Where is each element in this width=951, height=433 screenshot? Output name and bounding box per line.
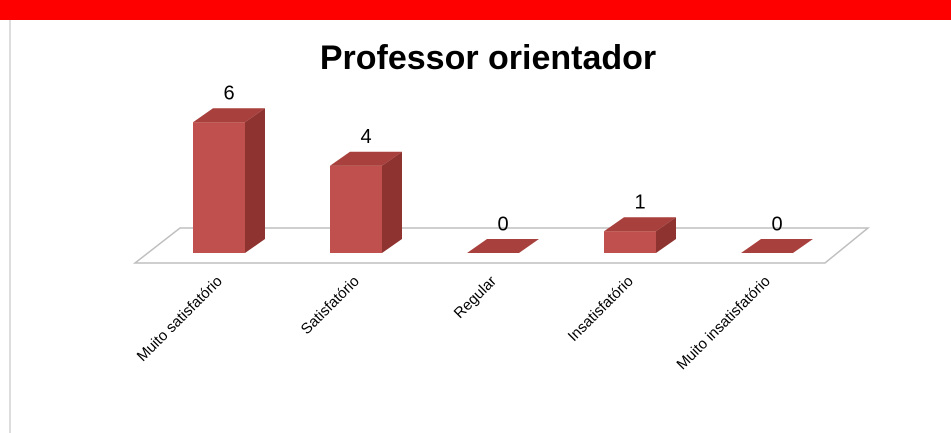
bar-face: [604, 231, 656, 253]
data-label: 1: [634, 191, 645, 213]
x-tick-label: Satisfatório: [298, 273, 363, 338]
data-label: 6: [223, 82, 234, 104]
bar-face: [604, 217, 676, 232]
bar: [467, 239, 539, 253]
bar-face: [656, 217, 676, 253]
top-banner: [0, 0, 951, 20]
bar-face: [193, 108, 265, 123]
bar-face: [330, 165, 382, 253]
x-tick-label: Regular: [451, 273, 500, 322]
data-label: 4: [360, 126, 371, 148]
bar-face: [467, 239, 539, 253]
bar: [330, 151, 402, 253]
x-tick-label: Muito insatisfatório: [673, 273, 773, 373]
bar: [193, 108, 265, 253]
bar-face: [245, 108, 265, 253]
chart-title: Professor orientador: [320, 39, 656, 77]
bar-face: [382, 151, 402, 253]
data-label: 0: [497, 213, 508, 235]
data-label: 0: [771, 213, 782, 235]
x-tick-label: Muito satisfatório: [134, 273, 226, 365]
bar: [741, 239, 813, 253]
bar-face: [741, 239, 813, 253]
x-tick-label: Insatisfatório: [565, 273, 637, 345]
bar-face: [193, 122, 245, 253]
bar-face: [330, 151, 402, 166]
bar: [604, 217, 676, 253]
